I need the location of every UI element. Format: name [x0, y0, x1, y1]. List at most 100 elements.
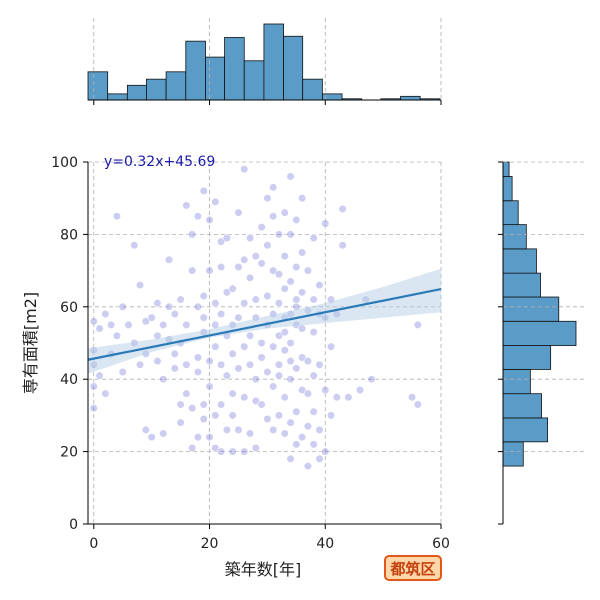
- scatter-point: [216, 447, 226, 456]
- scatter-point: [280, 346, 289, 355]
- scatter-point: [280, 252, 289, 261]
- scatter-point: [222, 288, 231, 297]
- scatter-point: [240, 165, 249, 174]
- scatter-point: [188, 230, 197, 239]
- scatter-point: [216, 400, 226, 409]
- scatter-point: [222, 425, 231, 434]
- scatter-point: [309, 233, 318, 243]
- y-hist-bar: [502, 224, 527, 250]
- scatter-point: [199, 400, 208, 409]
- scatter-point: [355, 385, 365, 395]
- scatter-point: [286, 418, 295, 427]
- x-axis-title: 築年数[年]: [225, 560, 302, 579]
- scatter-point: [286, 230, 295, 239]
- scatter-point: [159, 375, 168, 384]
- scatter-point: [263, 414, 272, 424]
- scatter-point: [147, 433, 156, 442]
- x-hist-bar: [205, 56, 225, 101]
- scatter-point: [153, 299, 162, 308]
- scatter-point: [274, 270, 284, 279]
- y-tick-label: 0: [69, 517, 78, 533]
- scatter-point: [211, 197, 220, 206]
- scatter-point: [338, 204, 347, 214]
- scatter-point: [292, 364, 301, 373]
- scatter-point: [274, 371, 284, 380]
- x-marginal-histogram: [87, 18, 442, 105]
- x-hist-bar: [165, 71, 187, 101]
- scatter-point: [216, 237, 226, 246]
- y-tick-label: 40: [60, 372, 78, 388]
- scatter-point: [147, 313, 156, 322]
- y-hist-bar: [502, 320, 577, 346]
- scatter-point: [199, 313, 208, 322]
- scatter-point: [292, 215, 301, 225]
- scatter-point: [228, 447, 237, 456]
- scatter-point: [251, 295, 260, 304]
- scatter-point: [228, 389, 237, 398]
- scatter-point: [141, 317, 150, 326]
- scatter-point: [298, 324, 307, 333]
- scatter-point: [193, 353, 203, 362]
- y-tick-label: 60: [60, 300, 78, 316]
- x-hist-bar: [263, 23, 284, 101]
- y-hist-bar: [502, 369, 531, 395]
- scatter-point: [245, 331, 255, 340]
- scatter-point: [193, 212, 203, 221]
- scatter-point: [298, 433, 307, 442]
- scatter-point: [269, 266, 278, 275]
- scatter-point: [257, 353, 266, 362]
- scatter-point: [309, 371, 318, 380]
- scatter-point: [222, 233, 231, 243]
- scatter-point: [193, 302, 203, 311]
- scatter-point: [101, 309, 110, 319]
- scatter-point: [269, 382, 278, 391]
- scatter-point: [367, 375, 376, 384]
- x-hist-bar: [126, 84, 147, 101]
- scatter-point: [338, 241, 347, 250]
- scatter-point: [130, 241, 139, 250]
- scatter-point: [188, 266, 197, 275]
- scatter-point: [274, 299, 284, 308]
- scatter-point: [298, 248, 307, 257]
- scatter-point: [245, 233, 255, 243]
- y-hist-bar: [502, 345, 552, 370]
- scatter-point: [269, 212, 278, 221]
- scatter-point: [222, 371, 231, 380]
- scatter-point: [326, 342, 336, 351]
- scatter-point: [193, 367, 203, 377]
- scatter-point: [245, 429, 255, 438]
- y-hist-bar: [502, 296, 560, 322]
- scatter-point: [263, 291, 272, 301]
- scatter-point: [251, 443, 260, 453]
- x-hist-bar: [87, 71, 109, 101]
- scatter-point: [280, 429, 289, 438]
- y-hist-bar: [502, 248, 537, 274]
- scatter-point: [188, 443, 197, 453]
- scatter-point: [101, 389, 110, 398]
- scatter-point: [263, 367, 272, 377]
- scatter-point: [164, 255, 174, 264]
- scatter-point: [188, 404, 197, 413]
- scatter-point: [303, 357, 313, 366]
- scatter-point: [309, 440, 318, 449]
- scatter-point: [280, 393, 289, 402]
- regression-layer: [87, 268, 442, 374]
- scatter-point: [216, 262, 226, 272]
- y-hist-bar: [502, 200, 519, 226]
- scatter-point: [234, 313, 243, 322]
- scatter-point: [321, 219, 330, 228]
- scatter-point: [240, 299, 249, 308]
- scatter-point: [240, 255, 249, 264]
- scatter-point: [159, 320, 168, 330]
- scatter-point: [286, 375, 295, 384]
- scatter-point: [95, 324, 104, 333]
- scatter-point: [170, 349, 179, 358]
- scatter-point: [245, 273, 255, 282]
- scatter-point: [199, 414, 208, 424]
- y-hist-bar: [502, 161, 510, 177]
- x-hist-bar: [302, 78, 323, 101]
- scatter-point: [107, 320, 116, 330]
- x-tick-label: 40: [316, 536, 334, 552]
- scatter-point: [298, 288, 307, 297]
